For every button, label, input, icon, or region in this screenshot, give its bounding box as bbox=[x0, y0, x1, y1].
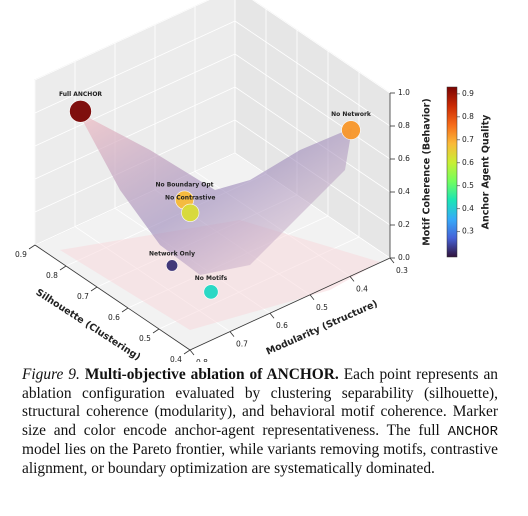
tick-mark bbox=[90, 286, 98, 292]
grid-line bbox=[234, 86, 391, 193]
colorbar-tick-label: 0.4 bbox=[462, 204, 474, 213]
tick-mark bbox=[183, 349, 191, 355]
point-label: Network Only bbox=[149, 250, 195, 257]
caption-label: Figure 9. bbox=[22, 366, 80, 383]
point-label: No Contrastive bbox=[165, 195, 215, 202]
point bbox=[165, 259, 179, 272]
tick-mark bbox=[309, 294, 315, 301]
x-tick-label: 0.6 bbox=[108, 313, 120, 322]
tick-mark bbox=[121, 307, 129, 313]
y-tick-label: 0.8 bbox=[196, 358, 208, 362]
tick-mark bbox=[59, 265, 67, 271]
tick-mark bbox=[269, 312, 275, 319]
z-tick-label: 1.0 bbox=[398, 88, 410, 97]
x-tick-label: 0.5 bbox=[139, 334, 151, 343]
axis-line bbox=[34, 244, 191, 351]
tick-mark bbox=[349, 276, 355, 282]
caption-text: model lies on the Pareto frontier, while… bbox=[22, 441, 498, 477]
grid-line bbox=[252, 0, 391, 94]
y-tick-label: 0.3 bbox=[396, 266, 408, 275]
grid-line bbox=[34, 86, 236, 180]
colorbar-tick-label: 0.9 bbox=[462, 89, 474, 98]
tick-mark bbox=[389, 257, 395, 264]
point-label: Full ANCHOR bbox=[59, 91, 102, 98]
x-tick-label: 0.4 bbox=[170, 355, 182, 362]
grid-line bbox=[34, 53, 236, 147]
axis-line bbox=[189, 257, 391, 351]
z-axis-title: Motif Coherence (Behavior) bbox=[422, 98, 433, 245]
grid-line bbox=[234, 53, 391, 160]
z-tick-label: 0.8 bbox=[398, 121, 410, 130]
point bbox=[69, 100, 92, 123]
colorbar-tick-label: 0.6 bbox=[462, 158, 474, 167]
y-tick-label: 0.5 bbox=[316, 303, 328, 312]
x-tick-label: 0.7 bbox=[77, 292, 89, 301]
point bbox=[181, 203, 200, 222]
y-tick-label: 0.6 bbox=[276, 321, 288, 330]
grid-line bbox=[234, 20, 391, 127]
caption: Figure 9. Multi-objective ablation of AN… bbox=[22, 366, 498, 479]
colorbar-tick-label: 0.3 bbox=[462, 227, 474, 236]
chart: Silhouette (Clustering) Modularity (Stru… bbox=[15, 0, 492, 362]
colorbar-tick-label: 0.7 bbox=[462, 135, 474, 144]
z-tick-label: 0.4 bbox=[398, 187, 410, 196]
caption-title: Multi-objective ablation of ANCHOR. bbox=[84, 366, 339, 383]
colorbar-tick-label: 0.8 bbox=[462, 112, 474, 121]
z-tick-label: 0.6 bbox=[398, 154, 410, 163]
z-tick-label: 0.2 bbox=[398, 220, 410, 229]
grid-line bbox=[234, 152, 391, 259]
point bbox=[341, 120, 361, 140]
point-label: No Boundary Opt bbox=[155, 181, 213, 188]
tick-mark bbox=[28, 244, 36, 250]
tick-mark bbox=[229, 331, 235, 337]
colorbar-tick-label: 0.5 bbox=[462, 181, 474, 190]
caption-text: Each point represents an ablation config… bbox=[22, 366, 498, 439]
point-label: No Network bbox=[331, 111, 372, 118]
y-tick-label: 0.7 bbox=[236, 340, 248, 349]
x-tick-label: 0.8 bbox=[46, 271, 58, 280]
tick-mark bbox=[152, 328, 160, 334]
colorbar bbox=[446, 86, 458, 258]
surface bbox=[78, 112, 352, 275]
y-tick-label: 0.4 bbox=[356, 284, 368, 293]
surface-floor bbox=[60, 220, 380, 330]
grid-line bbox=[34, 0, 210, 81]
tick-mark bbox=[189, 349, 195, 356]
point-label: No Motifs bbox=[195, 275, 228, 282]
colorbar-title: Anchor Agent Quality bbox=[481, 114, 492, 230]
caption-code: ANCHOR bbox=[447, 423, 498, 440]
point bbox=[203, 284, 219, 300]
grid-line bbox=[34, 20, 236, 114]
z-tick-label: 0.0 bbox=[398, 253, 410, 262]
x-tick-label: 0.9 bbox=[15, 250, 27, 259]
